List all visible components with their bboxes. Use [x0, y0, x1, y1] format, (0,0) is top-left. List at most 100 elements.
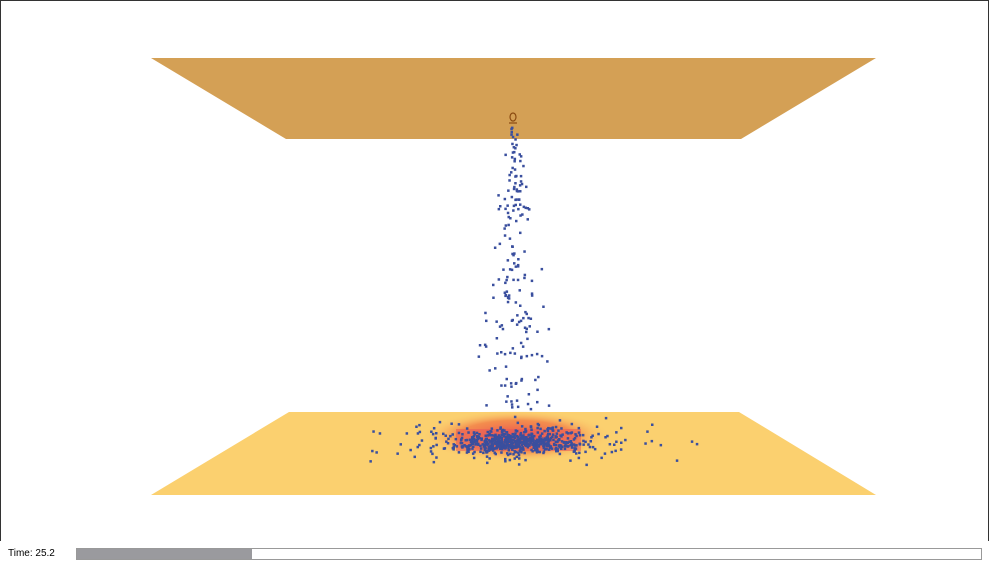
- particle: [524, 444, 527, 447]
- particle: [492, 443, 495, 446]
- particle: [508, 216, 511, 219]
- particle: [515, 382, 518, 385]
- particle: [484, 446, 487, 449]
- particle: [573, 450, 576, 453]
- particle: [497, 194, 500, 197]
- particle: [447, 442, 450, 445]
- particle: [471, 442, 474, 445]
- particle: [504, 282, 507, 285]
- particle: [463, 444, 466, 447]
- particle: [509, 352, 512, 355]
- particle: [503, 227, 506, 230]
- particle: [530, 429, 533, 432]
- particle: [414, 456, 417, 459]
- particle: [530, 318, 533, 321]
- particle: [520, 356, 523, 359]
- particle: [506, 276, 509, 279]
- particle: [537, 423, 540, 426]
- particle: [536, 331, 539, 334]
- particle: [519, 289, 522, 292]
- particle: [511, 127, 514, 130]
- particle: [375, 451, 378, 454]
- particle: [508, 449, 511, 452]
- particle: [556, 432, 559, 435]
- particle: [433, 427, 436, 430]
- particle: [519, 305, 522, 308]
- particle: [372, 430, 375, 433]
- particle: [530, 425, 533, 428]
- particle: [504, 353, 507, 356]
- particle: [513, 446, 516, 449]
- particle: [484, 449, 487, 452]
- particle: [504, 292, 507, 295]
- particle: [515, 451, 518, 454]
- particle: [495, 320, 498, 323]
- particle: [543, 430, 546, 433]
- particle: [523, 438, 526, 441]
- particle: [511, 143, 514, 146]
- particle: [496, 429, 499, 432]
- particle: [458, 432, 461, 435]
- particle: [560, 427, 563, 430]
- particle: [528, 393, 531, 396]
- particle: [517, 258, 520, 261]
- particle: [545, 448, 548, 451]
- particle: [501, 324, 504, 327]
- particle: [460, 442, 463, 445]
- particle: [547, 433, 550, 436]
- particle: [533, 442, 536, 445]
- particle: [507, 189, 510, 192]
- particle: [490, 430, 493, 433]
- particle: [371, 450, 374, 453]
- particle: [543, 447, 546, 450]
- particle: [433, 461, 436, 464]
- particle: [530, 433, 533, 436]
- particle: [512, 151, 515, 154]
- particle: [520, 175, 523, 178]
- particle: [511, 436, 514, 439]
- particle: [518, 457, 521, 460]
- particle: [518, 463, 521, 466]
- particle: [511, 320, 514, 323]
- particle: [517, 422, 520, 425]
- particle: [517, 452, 520, 455]
- particle: [537, 431, 540, 434]
- particle: [511, 245, 514, 248]
- particle: [505, 279, 508, 282]
- time-label: Time: 25.2: [8, 548, 55, 559]
- particle: [501, 444, 504, 447]
- particle: [541, 268, 544, 271]
- particle: [539, 435, 542, 438]
- particle: [431, 453, 434, 456]
- particle: [516, 190, 519, 193]
- particle: [691, 440, 694, 443]
- particle: [486, 455, 489, 458]
- particle: [511, 406, 514, 409]
- particle: [510, 382, 513, 385]
- particle: [510, 385, 513, 388]
- progress-bar[interactable]: [76, 548, 982, 560]
- particle: [531, 280, 534, 283]
- particle: [510, 444, 513, 447]
- particle: [522, 345, 525, 348]
- particle: [418, 424, 421, 427]
- particle: [487, 442, 490, 445]
- particle: [507, 224, 510, 227]
- particle: [449, 435, 452, 438]
- particle: [651, 424, 654, 427]
- particle: [435, 456, 438, 459]
- particle: [546, 437, 549, 440]
- particle: [525, 186, 528, 189]
- particle: [467, 431, 470, 434]
- particle: [506, 442, 509, 445]
- particle: [476, 435, 479, 438]
- particle: [513, 160, 516, 163]
- particle: [523, 452, 526, 455]
- particle: [533, 447, 536, 450]
- particle: [472, 446, 475, 449]
- particle: [510, 171, 513, 174]
- particle: [553, 444, 556, 447]
- particle: [522, 165, 525, 168]
- page: Time: 25.2 (() => { const data = JSON.pa…: [0, 0, 989, 567]
- particle: [578, 457, 581, 460]
